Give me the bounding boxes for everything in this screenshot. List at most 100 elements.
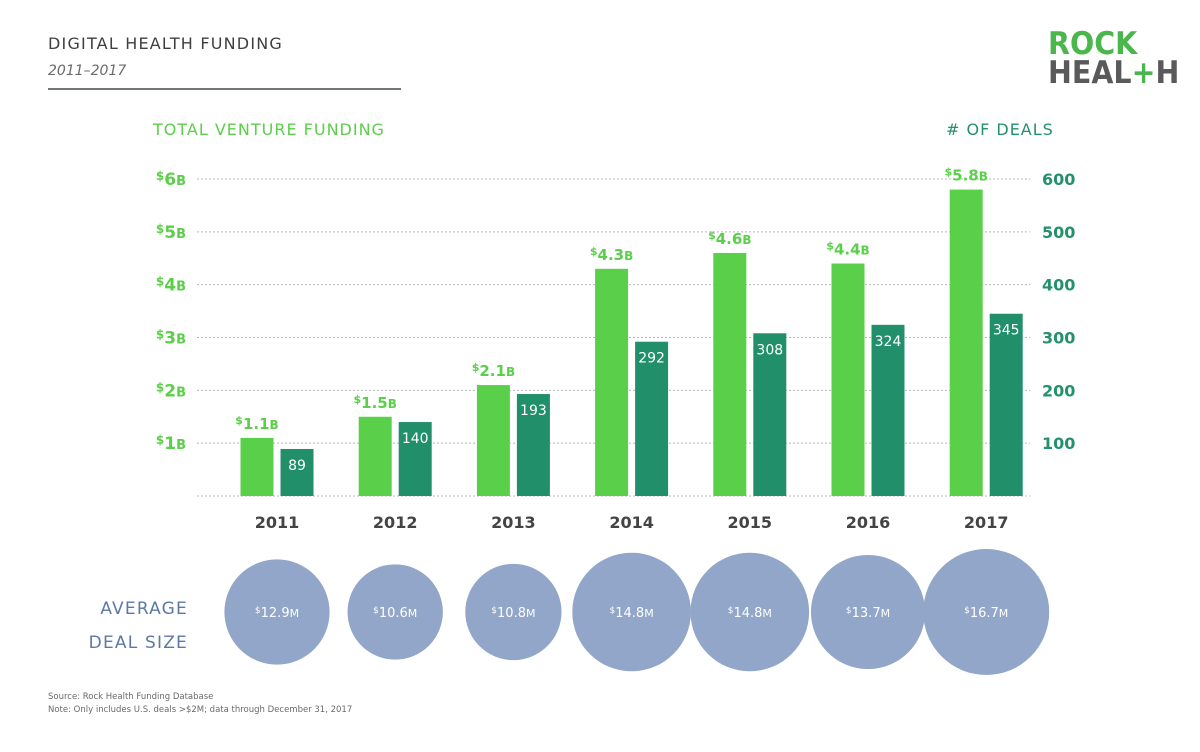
logo-plus-icon: + <box>1131 55 1156 91</box>
bubble-value: 14.8 <box>615 606 644 621</box>
x-axis-year-label: 2017 <box>964 513 1009 532</box>
page-subtitle: 2011–2017 <box>48 63 127 79</box>
average-deal-size-bubble <box>810 554 926 670</box>
left-axis-tick-label: $4B <box>156 275 186 296</box>
data-note: Note: Only includes U.S. deals >$2M; dat… <box>48 705 353 715</box>
bubble-unit: M <box>644 607 654 620</box>
right-axis-tick-label: 300 <box>1042 329 1075 348</box>
left-axis-tick-label: $6B <box>156 169 186 190</box>
label-dollar-sign: $ <box>708 229 716 242</box>
funding-bar <box>476 385 510 496</box>
label-dollar-sign: $ <box>826 240 834 253</box>
left-axis-tick-label: $3B <box>156 328 186 349</box>
bubble-dollar-sign: $ <box>728 606 734 616</box>
labels-layer: $1B$2B$3B$4B$5B$6B100200300400500600$1.1… <box>156 166 1076 532</box>
bubble-value: 10.8 <box>497 606 526 621</box>
x-axis-year-label: 2016 <box>846 513 891 532</box>
funding-data-label: $4.6B <box>708 229 751 248</box>
deals-bar <box>871 324 905 496</box>
bubble-value: 14.8 <box>733 606 762 621</box>
tick-unit: B <box>176 385 186 400</box>
average-deal-size-bubble <box>347 564 443 660</box>
logo-line-rock: ROCK <box>1048 26 1138 62</box>
bubble-value: 13.7 <box>852 606 881 621</box>
funding-bar <box>358 416 392 496</box>
average-deal-size-bubble <box>224 559 330 665</box>
funding-data-label: $1.5B <box>354 393 397 412</box>
tick-dollar-sign: $ <box>156 328 164 342</box>
label-dollar-sign: $ <box>235 414 243 427</box>
bubble-unit: M <box>526 607 536 620</box>
deals-data-label: 292 <box>638 351 665 367</box>
logo-line-health: HEAL+H <box>1048 58 1179 89</box>
deals-bar <box>516 394 550 496</box>
left-axis-tick-label: $5B <box>156 222 186 243</box>
left-axis-tick-label: $2B <box>156 380 186 401</box>
x-axis-year-label: 2012 <box>373 513 418 532</box>
tick-dollar-sign: $ <box>156 380 164 394</box>
label-unit: B <box>861 244 870 258</box>
bubble-dollar-sign: $ <box>373 606 379 616</box>
right-axis-tick-label: 400 <box>1042 276 1075 295</box>
bubble-value: 12.9 <box>261 606 290 621</box>
label-dollar-sign: $ <box>472 361 480 374</box>
average-deal-size-bubble <box>923 549 1050 675</box>
bubble-unit: M <box>408 607 418 620</box>
bubble-dollar-sign: $ <box>255 606 261 616</box>
bubble-unit: M <box>290 607 300 620</box>
funding-bar <box>240 437 274 496</box>
logo-heal: HEAL <box>1048 55 1132 91</box>
tick-dollar-sign: $ <box>156 222 164 236</box>
page-title: DIGITAL HEALTH FUNDING <box>48 34 284 53</box>
bubble-value: 10.6 <box>379 606 408 621</box>
label-value: 4.3 <box>598 246 625 264</box>
deals-data-label: 308 <box>756 342 783 358</box>
x-axis-year-label: 2014 <box>609 513 654 532</box>
average-deal-size-label: $13.7M <box>846 606 890 621</box>
deals-data-label: 345 <box>993 323 1020 339</box>
label-dollar-sign: $ <box>354 393 362 406</box>
x-axis-year-label: 2015 <box>728 513 773 532</box>
average-deal-size-bubble <box>690 552 810 672</box>
label-unit: B <box>742 233 751 247</box>
label-unit: B <box>388 397 397 411</box>
label-value: 1.1 <box>243 415 270 433</box>
average-deal-size-label: $14.8M <box>728 606 772 621</box>
average-deal-size-bubble <box>465 563 562 661</box>
tick-number: 2 <box>164 381 176 401</box>
bars-layer <box>240 189 1023 497</box>
label-dollar-sign: $ <box>945 166 953 179</box>
right-axis-tick-label: 600 <box>1042 170 1075 189</box>
average-deal-size-bubble <box>572 552 691 672</box>
deals-data-label: 140 <box>402 431 429 447</box>
label-unit: B <box>979 170 988 184</box>
bubble-dollar-sign: $ <box>846 606 852 616</box>
average-deal-size-label: $10.8M <box>491 606 535 621</box>
bubble-dollar-sign: $ <box>491 606 497 616</box>
tick-unit: B <box>176 174 186 189</box>
tick-unit: B <box>176 227 186 242</box>
tick-dollar-sign: $ <box>156 275 164 289</box>
deals-data-label: 324 <box>875 334 902 350</box>
bubble-value: 16.7 <box>970 606 999 621</box>
source-note: Source: Rock Health Funding Database <box>48 692 214 702</box>
label-value: 1.5 <box>361 394 388 412</box>
tick-unit: B <box>176 438 186 453</box>
tick-unit: B <box>176 280 186 295</box>
tick-number: 4 <box>164 276 176 296</box>
tick-dollar-sign: $ <box>156 433 164 447</box>
left-axis-tick-label: $1B <box>156 433 186 454</box>
funding-bar <box>713 252 747 496</box>
funding-data-label: $1.1B <box>235 414 278 433</box>
deals-bar <box>989 313 1023 496</box>
average-deal-size-label-line2: DEAL SIZE <box>88 633 188 653</box>
tick-dollar-sign: $ <box>156 169 164 183</box>
bubble-dollar-sign: $ <box>610 606 616 616</box>
label-unit: B <box>270 418 279 432</box>
label-value: 5.8 <box>952 167 979 185</box>
right-axis-tick-label: 500 <box>1042 223 1075 242</box>
label-dollar-sign: $ <box>590 245 598 258</box>
tick-number: 3 <box>164 329 176 349</box>
logo-h: H <box>1155 55 1180 91</box>
deals-data-label: 89 <box>288 458 306 474</box>
